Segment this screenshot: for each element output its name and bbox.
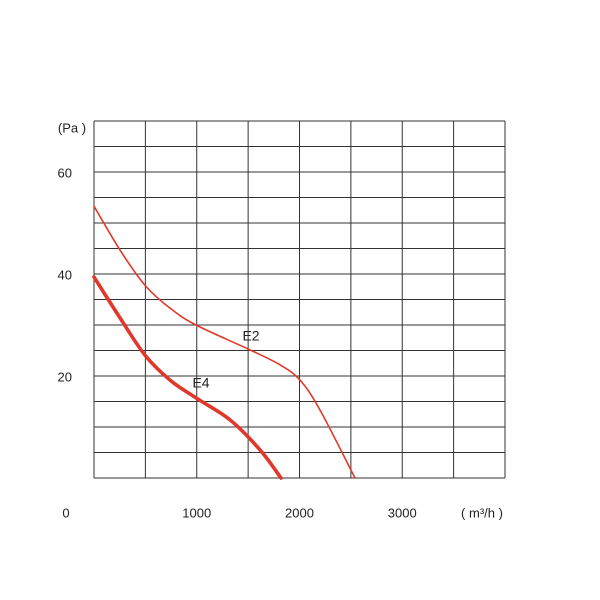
x-tick-label: 3000: [388, 505, 417, 520]
y-tick-label: 60: [58, 165, 72, 180]
y-tick-label: 40: [58, 267, 72, 282]
x-tick-label: 0: [62, 505, 69, 520]
line: [92, 275, 283, 480]
y-unit: (Pa ): [58, 120, 86, 135]
series-label: E2: [242, 328, 259, 344]
series-label: E4: [192, 375, 209, 391]
x-unit: ( m³/h ): [461, 505, 503, 520]
y-tick-label: 20: [58, 369, 72, 384]
x-tick-label: 2000: [285, 505, 314, 520]
line: [93, 205, 356, 479]
x-tick-label: 1000: [182, 505, 211, 520]
